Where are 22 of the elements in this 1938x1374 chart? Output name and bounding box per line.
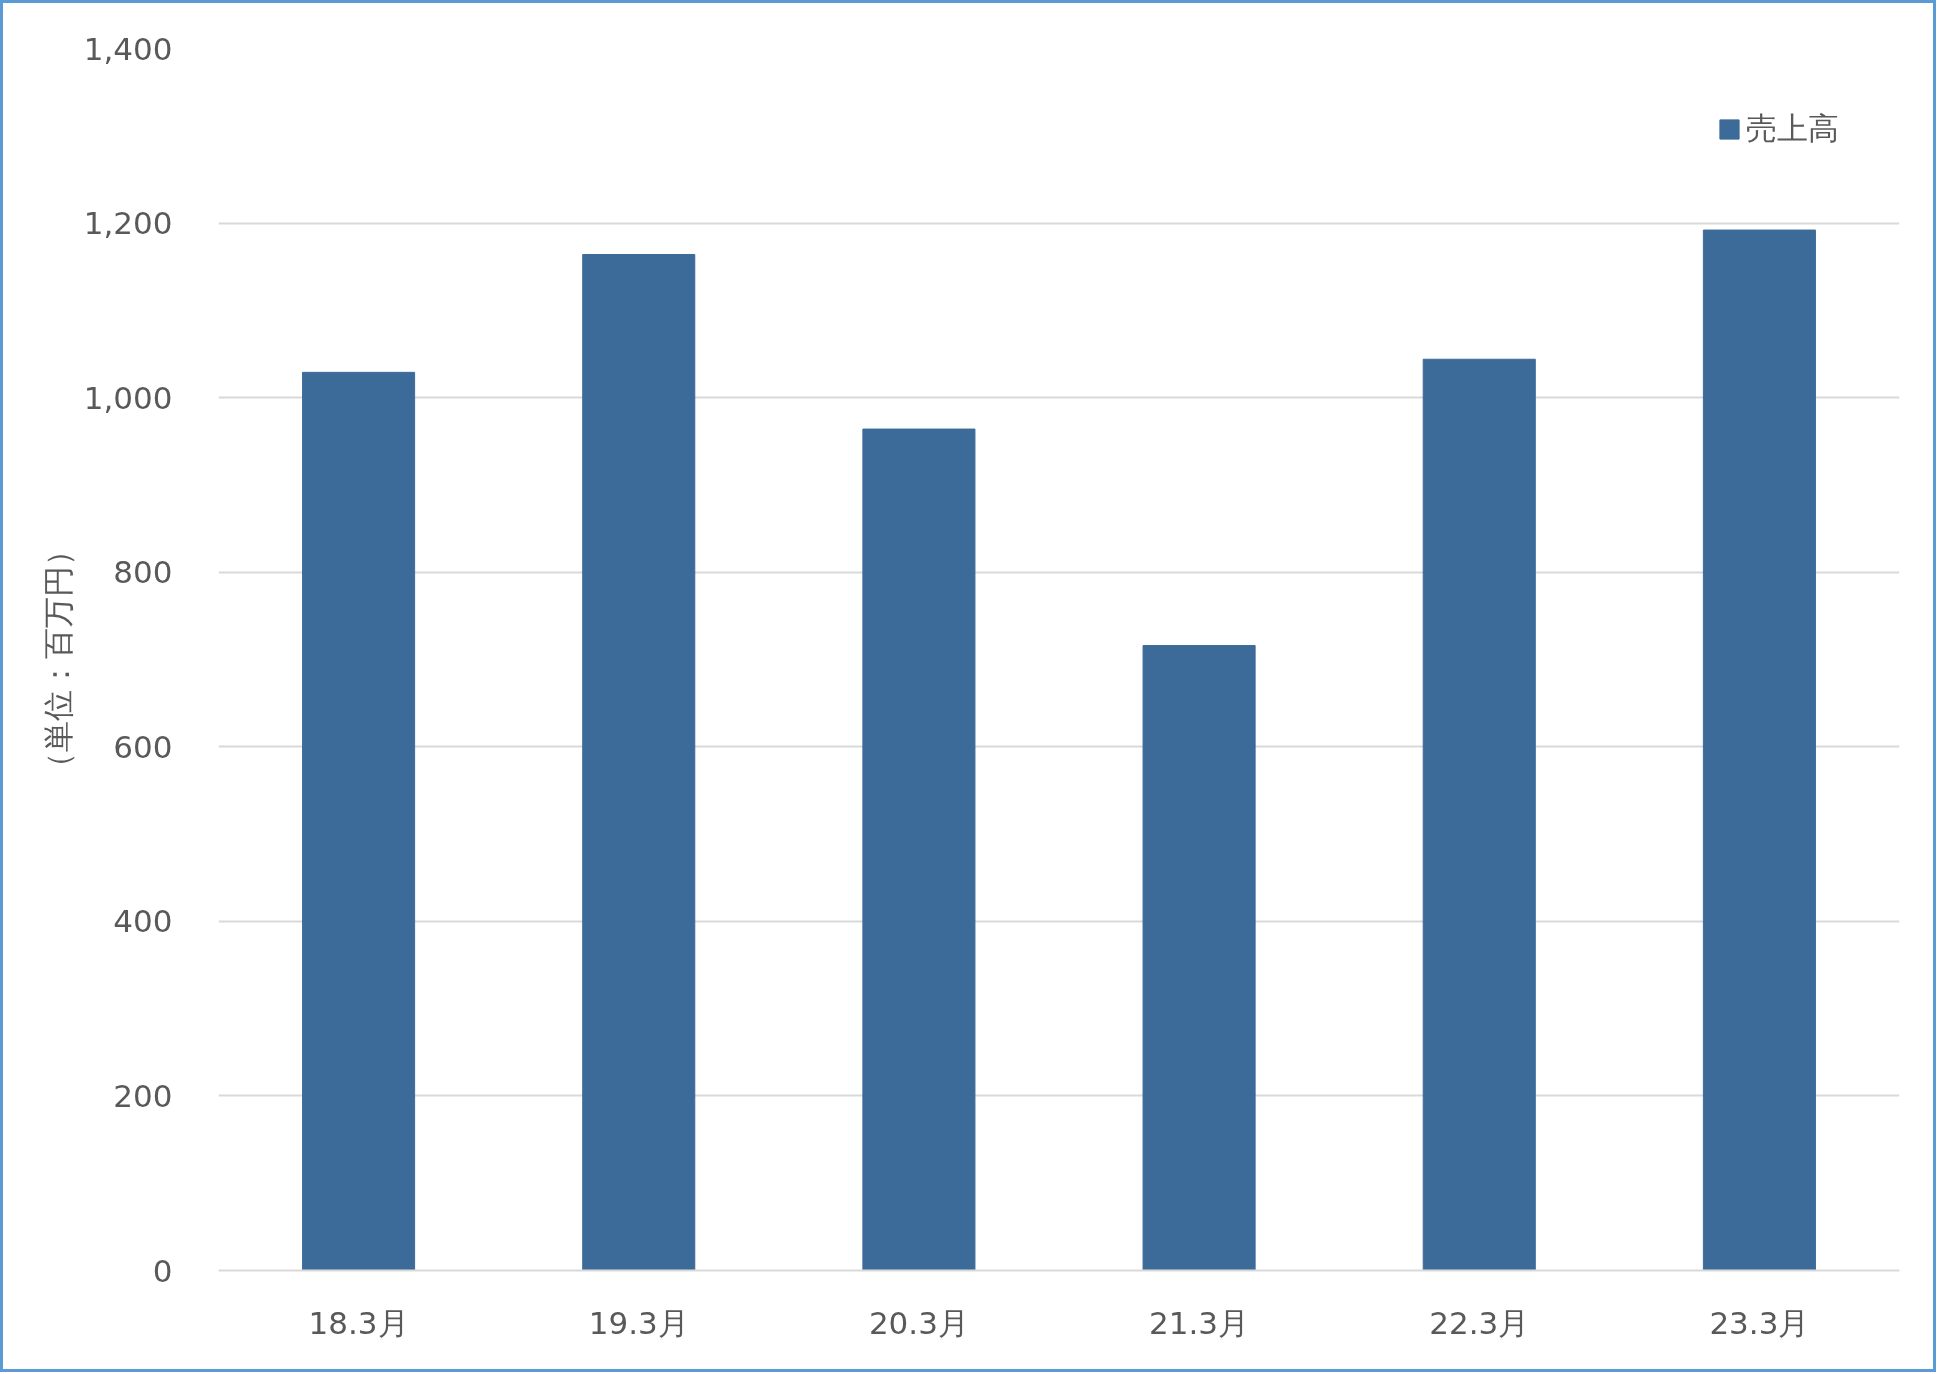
bar: [1422, 358, 1536, 1271]
y-tick-label: 1,000: [83, 379, 173, 416]
x-tick-label: 22.3月: [1429, 1304, 1530, 1341]
x-tick-label: 23.3月: [1709, 1304, 1810, 1341]
y-tick-label: 400: [113, 903, 173, 940]
bar: [1142, 645, 1256, 1271]
y-tick-label: 1,400: [83, 30, 173, 67]
y-tick-label: 600: [113, 728, 173, 765]
x-tick-label: 19.3月: [588, 1304, 689, 1341]
bar: [1702, 229, 1816, 1271]
y-tick-label: 0: [152, 1252, 173, 1289]
x-tick-label: 20.3月: [868, 1304, 969, 1341]
y-tick-label: 200: [113, 1077, 173, 1114]
bar: [302, 371, 416, 1271]
x-tick-label: 21.3月: [1149, 1304, 1250, 1341]
y-tick-label: 800: [113, 554, 173, 591]
x-tick-label: 18.3月: [308, 1304, 409, 1341]
bar: [582, 253, 696, 1271]
y-tick-label: 1,200: [83, 205, 173, 242]
y-axis-title: （単位：百万円）: [39, 535, 76, 784]
bar: [862, 428, 976, 1271]
legend-label: 売上高: [1746, 109, 1839, 148]
